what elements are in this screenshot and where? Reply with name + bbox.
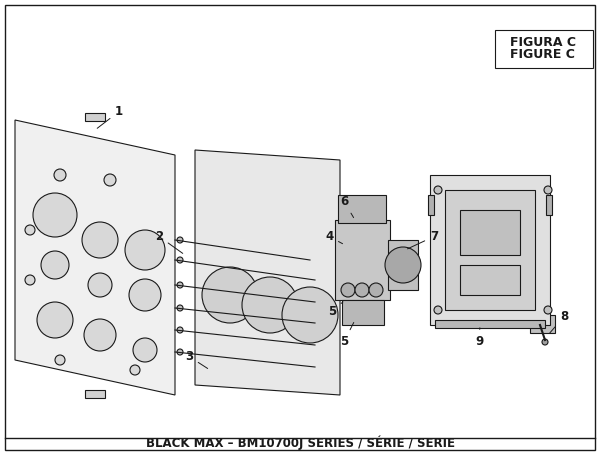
Bar	[530, 315, 555, 333]
Circle shape	[25, 225, 35, 235]
Bar	[435, 320, 545, 328]
Text: 3: 3	[185, 350, 208, 369]
Circle shape	[385, 247, 421, 283]
Circle shape	[25, 275, 35, 285]
Circle shape	[341, 283, 355, 297]
Circle shape	[37, 302, 73, 338]
Bar	[85, 390, 105, 398]
Circle shape	[41, 251, 69, 279]
Text: 8: 8	[550, 310, 568, 333]
Bar	[460, 265, 520, 295]
Bar	[430, 175, 550, 325]
Text: 4: 4	[325, 230, 343, 244]
Circle shape	[88, 273, 112, 297]
Text: BLACK MAX – BM10700J SERIES / SÉRIE / SERIE: BLACK MAX – BM10700J SERIES / SÉRIE / SE…	[146, 436, 455, 450]
Circle shape	[54, 169, 66, 181]
Bar	[460, 210, 520, 255]
Text: 2: 2	[155, 230, 183, 253]
Circle shape	[177, 282, 183, 288]
Circle shape	[129, 279, 161, 311]
Bar	[388, 240, 418, 290]
Circle shape	[369, 283, 383, 297]
Circle shape	[177, 305, 183, 311]
Circle shape	[130, 365, 140, 375]
Circle shape	[84, 319, 116, 351]
Text: 7: 7	[407, 230, 438, 249]
Circle shape	[133, 338, 157, 362]
Text: 6: 6	[340, 195, 353, 217]
Polygon shape	[195, 150, 340, 395]
Circle shape	[202, 267, 258, 323]
Circle shape	[242, 277, 298, 333]
Circle shape	[82, 222, 118, 258]
Circle shape	[177, 349, 183, 355]
Circle shape	[434, 186, 442, 194]
Bar	[342, 300, 384, 325]
Circle shape	[282, 287, 338, 343]
Text: FIGURA C: FIGURA C	[510, 35, 576, 49]
Text: FIGURE C: FIGURE C	[510, 49, 575, 61]
Bar	[85, 113, 105, 121]
Circle shape	[544, 306, 552, 314]
Circle shape	[177, 257, 183, 263]
Circle shape	[33, 193, 77, 237]
Circle shape	[434, 306, 442, 314]
Polygon shape	[15, 120, 175, 395]
Circle shape	[177, 237, 183, 243]
Bar	[445, 190, 535, 310]
Circle shape	[355, 283, 369, 297]
Circle shape	[177, 327, 183, 333]
Text: 1: 1	[97, 105, 123, 128]
Circle shape	[55, 355, 65, 365]
Bar	[495, 30, 593, 68]
Bar	[335, 220, 390, 300]
Bar	[338, 195, 386, 223]
Circle shape	[125, 230, 165, 270]
Text: 5: 5	[328, 302, 343, 318]
Bar	[546, 195, 552, 215]
Bar	[428, 195, 434, 215]
Circle shape	[104, 174, 116, 186]
Text: 9: 9	[475, 328, 483, 348]
Circle shape	[542, 339, 548, 345]
Circle shape	[544, 186, 552, 194]
Text: 5: 5	[340, 323, 354, 348]
